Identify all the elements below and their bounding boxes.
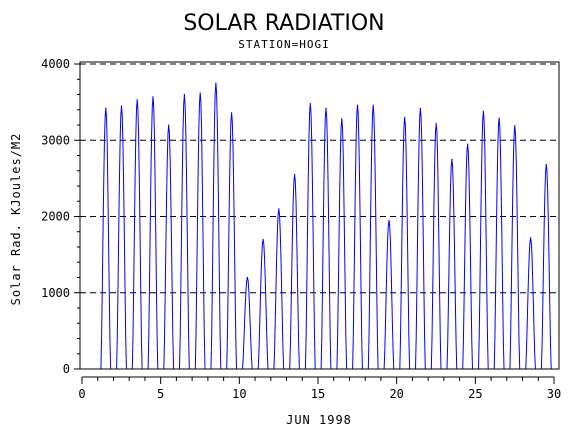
x-tick-label: 30 xyxy=(547,387,561,401)
y-tick-label: 1000 xyxy=(41,286,70,300)
y-tick-label: 0 xyxy=(63,362,70,376)
daily-peak-point xyxy=(404,116,406,118)
daily-peak-point xyxy=(199,92,201,94)
y-axis: 0 1000 2000 3000 4000 xyxy=(41,57,80,376)
daily-peak-point xyxy=(435,122,437,125)
daily-peak-point xyxy=(467,143,469,145)
chart-title: SOLAR RADIATION xyxy=(183,11,384,36)
x-tick-label: 15 xyxy=(311,387,325,401)
x-tick-label: 25 xyxy=(468,387,482,401)
daily-peak-point xyxy=(451,158,453,160)
daily-peak-point xyxy=(419,107,422,109)
x-axis-label: JUN 1998 xyxy=(286,413,352,427)
daily-peak-point xyxy=(278,208,280,210)
daily-peak-point xyxy=(482,110,484,112)
daily-peak-point xyxy=(136,99,138,101)
daily-peak-point xyxy=(309,103,311,105)
daily-peak-point xyxy=(372,104,374,106)
x-tick-label: 0 xyxy=(78,387,85,401)
daily-peak-point xyxy=(341,118,343,120)
daily-peak-point xyxy=(293,173,296,176)
daily-peak-point xyxy=(514,125,516,127)
series-line xyxy=(97,83,554,370)
daily-peak-point xyxy=(231,112,233,114)
daily-peak-point xyxy=(246,276,248,279)
plot-frame xyxy=(79,61,560,370)
grid-lines xyxy=(80,63,559,294)
daily-peak-point xyxy=(105,107,107,109)
y-tick-label: 3000 xyxy=(41,133,70,147)
daily-peak-point xyxy=(325,107,327,109)
series-group xyxy=(97,82,554,370)
daily-peak-point xyxy=(183,93,186,96)
y-axis-label: Solar Rad. KJoules/M2 xyxy=(9,133,23,306)
daily-peak-point xyxy=(152,96,154,98)
daily-peak-point xyxy=(215,82,217,84)
x-tick-label: 10 xyxy=(232,387,246,401)
y-tick-label: 4000 xyxy=(41,57,70,71)
chart-subtitle: STATION=HOGI xyxy=(238,38,329,51)
daily-peak-point xyxy=(120,105,123,107)
daily-peak-point xyxy=(498,117,500,119)
y-tick-label: 2000 xyxy=(41,210,70,224)
x-axis: 0 5 10 15 20 25 30 xyxy=(78,376,561,401)
x-tick-label: 5 xyxy=(157,387,164,401)
x-tick-label: 20 xyxy=(389,387,403,401)
daily-peak-point xyxy=(262,238,264,240)
daily-peak-point xyxy=(545,164,547,166)
daily-peak-point xyxy=(388,219,390,221)
daily-peak-point xyxy=(529,237,532,239)
daily-peak-point xyxy=(168,124,170,126)
daily-peak-point xyxy=(356,104,359,106)
